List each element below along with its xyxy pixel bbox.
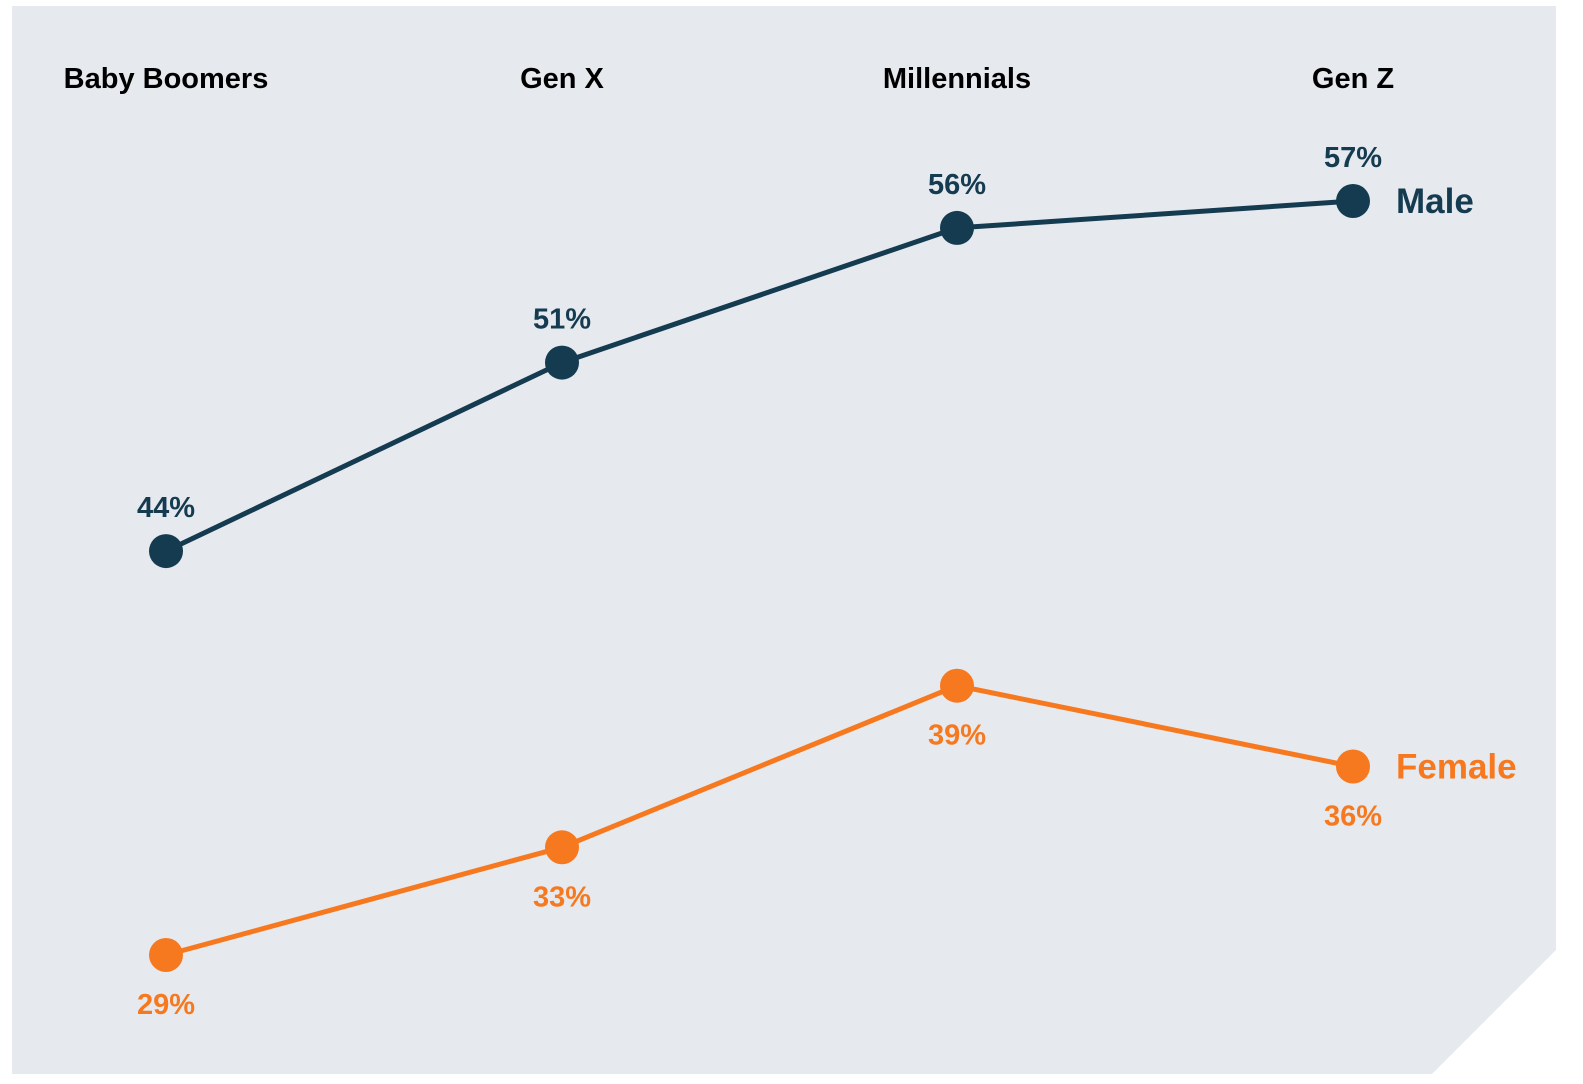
chart-background — [12, 6, 1556, 1074]
data-label-female: 36% — [1324, 801, 1382, 833]
data-point-female — [149, 938, 183, 972]
category-label: Gen X — [520, 63, 604, 95]
data-point-female — [545, 830, 579, 865]
data-label-male: 51% — [533, 304, 591, 336]
series-line-male — [163, 198, 1356, 554]
series-lines — [163, 198, 1356, 958]
category-label: Millennials — [883, 63, 1031, 95]
category-labels: Baby Boomers Gen X Millennials Gen Z — [64, 63, 1394, 95]
category-label: Gen Z — [1312, 63, 1394, 95]
data-label-female: 39% — [928, 720, 986, 752]
data-point-male — [149, 534, 183, 569]
data-point-male — [545, 345, 579, 380]
data-point-female — [940, 668, 974, 703]
series-line-female — [163, 683, 1356, 958]
series-points — [149, 184, 1370, 972]
data-point-male — [1336, 184, 1370, 218]
data-label-female: 29% — [137, 989, 195, 1021]
series-name-female: Female — [1396, 748, 1517, 787]
data-label-female: 33% — [533, 881, 591, 913]
data-point-male — [940, 210, 974, 245]
series-name-male: Male — [1396, 182, 1474, 221]
data-label-male: 44% — [137, 492, 195, 524]
category-label: Baby Boomers — [64, 63, 269, 95]
series-names: Male Female — [1396, 182, 1517, 787]
data-label-male: 57% — [1324, 142, 1382, 174]
value-labels: 44% 51% 56% 57% 29% 33% 39% 36% — [137, 142, 1382, 1021]
data-point-female — [1336, 749, 1370, 784]
data-label-male: 56% — [928, 169, 986, 201]
